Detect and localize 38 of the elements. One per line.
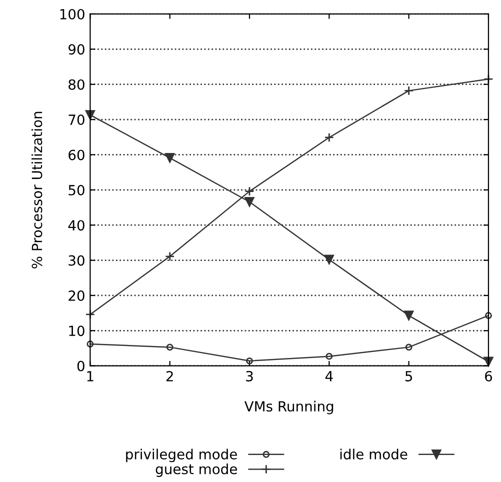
x-tick-label: 2: [166, 370, 173, 382]
point: [404, 310, 414, 320]
y-tick-label: 70: [68, 114, 84, 126]
point: [244, 197, 254, 207]
legend-label: guest mode: [156, 464, 237, 477]
point: [164, 153, 175, 163]
y-tick-label: 30: [68, 255, 84, 266]
point: [324, 254, 334, 264]
legend-label: idle mode: [340, 448, 408, 460]
y-tick-label: 10: [69, 326, 84, 336]
y-tick-label: 100: [60, 8, 84, 20]
y-tick-label: 20: [68, 290, 84, 301]
point: [485, 312, 492, 319]
y-tick-label: 40: [68, 220, 84, 231]
x-axis-title: VMs Running: [244, 400, 334, 414]
point: [246, 357, 253, 364]
y-tick-label: 60: [68, 150, 84, 160]
point: [164, 252, 175, 262]
point: [166, 344, 174, 351]
point: [244, 186, 254, 196]
y-tick-label: 90: [68, 44, 84, 55]
y-tick-label: 0: [77, 360, 84, 372]
legend-label: privileged mode: [126, 448, 237, 462]
point: [324, 132, 334, 142]
x-tick-label: 4: [325, 371, 333, 382]
x-tick-label: 3: [246, 370, 253, 382]
point: [85, 110, 96, 120]
x-tick-label: 5: [405, 371, 412, 382]
y-tick-label: 50: [68, 184, 84, 196]
y-axis-title: % Processor Utilization: [31, 112, 42, 268]
point: [404, 86, 414, 96]
x-tick-label: 1: [87, 371, 94, 382]
point: [86, 340, 94, 348]
point: [326, 352, 333, 360]
point: [405, 344, 412, 351]
x-tick-label: 6: [485, 370, 492, 382]
y-tick-label: 80: [68, 79, 84, 90]
point: [85, 310, 96, 320]
